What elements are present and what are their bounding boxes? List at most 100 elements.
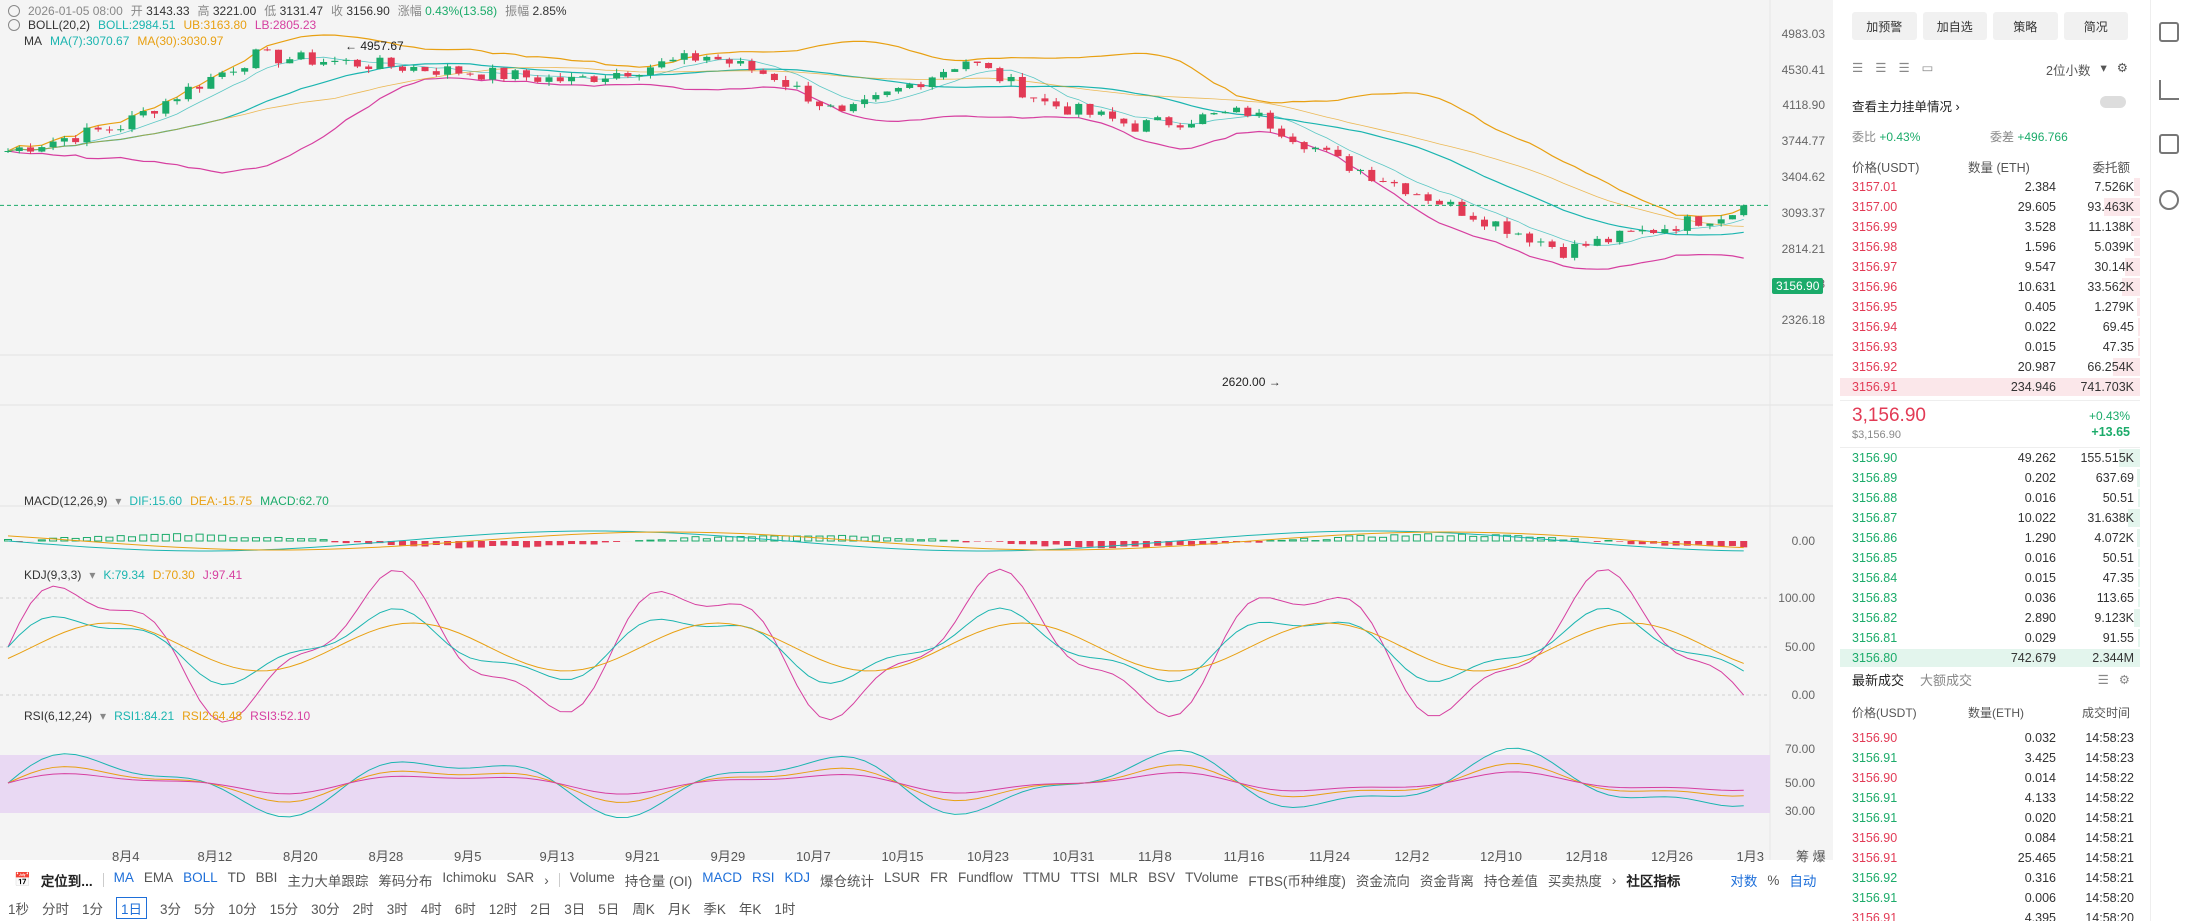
- sub-indicator-14[interactable]: FTBS(币种维度): [1248, 874, 1346, 889]
- tab-latest-trades[interactable]: 最新成交: [1852, 673, 1905, 688]
- bids-row[interactable]: 3156.81 0.029 91.55: [1840, 628, 2140, 648]
- interval-14[interactable]: 2日: [530, 901, 552, 917]
- chevron-right-icon[interactable]: ›: [1611, 872, 1617, 888]
- filter-icon[interactable]: ☰: [2097, 673, 2109, 687]
- indicator-6[interactable]: 筹码分布: [378, 874, 433, 889]
- percent-scale-button[interactable]: %: [1767, 872, 1780, 888]
- interval-12[interactable]: 6时: [454, 901, 476, 917]
- chart-icon[interactable]: [2159, 80, 2179, 100]
- chevron-down-icon[interactable]: ▾: [89, 568, 96, 582]
- orderbook-button-1[interactable]: 加自选: [1922, 12, 1987, 40]
- collapse-icon[interactable]: [8, 4, 20, 17]
- rsi-legend[interactable]: RSI(6,12,24) ▾ RSI1:84.21 RSI2:64.48 RSI…: [8, 709, 310, 723]
- interval-19[interactable]: 季K: [703, 901, 726, 917]
- bell-icon[interactable]: [8, 35, 16, 47]
- asks-row[interactable]: 3156.94 0.022 69.45: [1840, 317, 2140, 337]
- chart-area[interactable]: ← 4957.67 2620.00 → 2026-01-05 08:00 开 31…: [0, 0, 1833, 864]
- trade-col-qty[interactable]: 数量(ETH): [1968, 706, 2024, 720]
- sub-indicator-7[interactable]: FR: [930, 870, 949, 885]
- bids-row[interactable]: 3156.86 1.290 4.072K: [1840, 528, 2140, 548]
- interval-11[interactable]: 4时: [420, 901, 442, 917]
- bids-row[interactable]: 3156.85 0.016 50.51: [1840, 548, 2140, 568]
- indicator-4[interactable]: BBI: [255, 870, 278, 885]
- sub-indicator-2[interactable]: MACD: [702, 870, 742, 885]
- interval-18[interactable]: 月K: [667, 901, 691, 917]
- interval-3[interactable]: 1日: [116, 896, 148, 919]
- interval-21[interactable]: 1时: [774, 901, 796, 917]
- precision-value[interactable]: 2位小数: [2046, 64, 2091, 78]
- interval-17[interactable]: 周K: [632, 901, 655, 917]
- kdj-legend[interactable]: KDJ(9,3,3) ▾ K:79.34 D:70.30 J:97.41: [8, 568, 242, 582]
- main-orders-link[interactable]: 查看主力挂单情况 ›: [1852, 100, 1960, 114]
- calendar-icon[interactable]: 📅: [14, 872, 31, 887]
- chevron-down-icon[interactable]: ▾: [2100, 61, 2107, 75]
- asks-only-icon[interactable]: ☰: [1898, 61, 1910, 75]
- indicator-7[interactable]: Ichimoku: [442, 870, 497, 885]
- col-total[interactable]: 委托额: [2092, 161, 2130, 175]
- log-scale-button[interactable]: 对数: [1730, 874, 1758, 889]
- interval-8[interactable]: 30分: [311, 901, 340, 917]
- bids-row[interactable]: 3156.87 10.022 31.638K: [1840, 508, 2140, 528]
- precision-select[interactable]: 2位小数 ▾ ⚙: [2046, 60, 2128, 79]
- chevron-right-icon[interactable]: ›: [544, 872, 549, 888]
- asks-row[interactable]: 3156.92 20.987 66.254K: [1840, 357, 2140, 377]
- main-orders-toggle[interactable]: [2100, 96, 2126, 108]
- indicator-3[interactable]: TD: [227, 870, 246, 885]
- sub-indicator-6[interactable]: LSUR: [884, 870, 921, 885]
- sub-indicator-13[interactable]: TVolume: [1185, 870, 1239, 885]
- community-indicators-button[interactable]: 社区指标: [1626, 874, 1681, 889]
- settings-icon[interactable]: ⚙: [2118, 673, 2130, 687]
- interval-9[interactable]: 2时: [352, 901, 374, 917]
- interval-16[interactable]: 5日: [598, 901, 620, 917]
- bids-row[interactable]: 3156.83 0.036 113.65: [1840, 588, 2140, 608]
- asks-row[interactable]: 3157.01 2.384 7.526K: [1840, 177, 2140, 197]
- ma-legend[interactable]: MA MA(7):3070.67 MA(30):3030.97: [8, 34, 223, 48]
- orderbook-button-0[interactable]: 加预警: [1852, 12, 1917, 40]
- bids-row[interactable]: 3156.89 0.202 637.69: [1840, 468, 2140, 488]
- indicator-5[interactable]: 主力大单跟踪: [287, 874, 369, 889]
- axis-corner-label[interactable]: 筹 爆: [1796, 849, 1826, 864]
- bell-icon[interactable]: [8, 495, 16, 507]
- bids-row[interactable]: 3156.82 2.890 9.123K: [1840, 608, 2140, 628]
- bids-row[interactable]: 3156.90 49.262 155.515K: [1840, 448, 2140, 468]
- orderbook-button-3[interactable]: 简况: [2063, 12, 2128, 40]
- monitor-icon[interactable]: ▭: [1921, 61, 1934, 75]
- bids-row[interactable]: 3156.80 742.679 2.344M: [1840, 648, 2140, 668]
- interval-2[interactable]: 1分: [82, 901, 104, 917]
- asks-row[interactable]: 3156.91 234.946 741.703K: [1840, 377, 2140, 397]
- interval-4[interactable]: 3分: [160, 901, 182, 917]
- indicator-1[interactable]: EMA: [143, 870, 174, 885]
- calculator-icon[interactable]: [2159, 190, 2179, 210]
- sub-indicator-1[interactable]: 持仓量 (OI): [624, 874, 693, 889]
- bell-icon[interactable]: [8, 569, 16, 581]
- settings-icon[interactable]: ⚙: [2116, 61, 2128, 75]
- asks-row[interactable]: 3156.99 3.528 11.138K: [1840, 217, 2140, 237]
- sub-indicator-10[interactable]: TTSI: [1070, 870, 1100, 885]
- both-sides-icon[interactable]: ☰: [1852, 61, 1864, 75]
- locate-button[interactable]: 定位到...: [40, 874, 93, 889]
- interval-0[interactable]: 1秒: [8, 901, 30, 917]
- indicator-8[interactable]: SAR: [506, 870, 535, 885]
- depth-icon[interactable]: [2159, 134, 2179, 154]
- sub-indicator-17[interactable]: 持仓差值: [1483, 874, 1538, 889]
- sub-indicator-15[interactable]: 资金流向: [1355, 874, 1410, 889]
- visibility-icon[interactable]: [8, 19, 20, 31]
- bids-only-icon[interactable]: ☰: [1875, 61, 1887, 75]
- chevron-down-icon[interactable]: ▾: [115, 494, 122, 508]
- asks-row[interactable]: 3157.00 29.605 93.463K: [1840, 197, 2140, 217]
- chart-canvas[interactable]: ← 4957.67 2620.00 →: [0, 0, 1833, 860]
- sub-indicator-9[interactable]: TTMU: [1022, 870, 1061, 885]
- price-axis[interactable]: 4983.03 4530.41 4118.90 3744.77 3404.62 3093.…: [1770, 0, 1833, 860]
- asks-row[interactable]: 3156.95 0.405 1.279K: [1840, 297, 2140, 317]
- sub-indicator-18[interactable]: 买卖热度: [1547, 874, 1602, 889]
- asks-row[interactable]: 3156.96 10.631 33.562K: [1840, 277, 2140, 297]
- asks-row[interactable]: 3156.93 0.015 47.35: [1840, 337, 2140, 357]
- main-orders-label[interactable]: 查看主力挂单情况: [1852, 100, 1953, 114]
- sub-indicator-0[interactable]: Volume: [569, 870, 615, 885]
- order-icon[interactable]: [2159, 22, 2179, 42]
- sub-indicator-3[interactable]: RSI: [751, 870, 775, 885]
- orderbook-button-2[interactable]: 策略: [1993, 12, 2058, 40]
- asks-row[interactable]: 3156.97 9.547 30.14K: [1840, 257, 2140, 277]
- interval-13[interactable]: 12时: [488, 901, 518, 917]
- interval-5[interactable]: 5分: [194, 901, 216, 917]
